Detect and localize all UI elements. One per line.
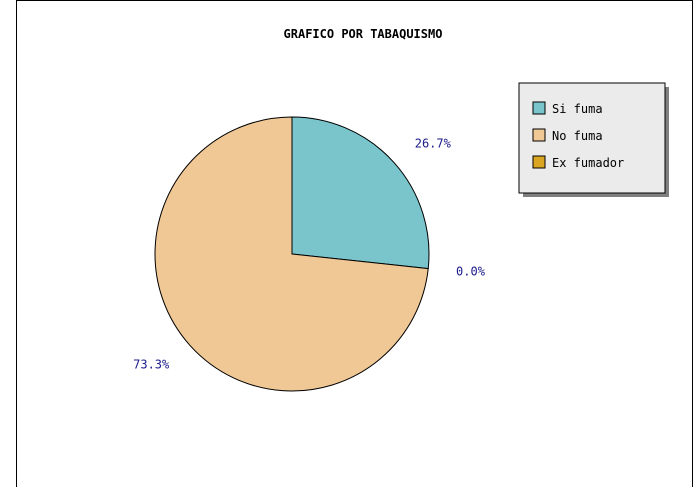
legend: Si fuma No fuma Ex fumador (518, 82, 669, 197)
legend-label-ex-fumador: Ex fumador (552, 156, 624, 170)
pie-labels: 26.7% 0.0% 73.3% (133, 137, 486, 372)
pie-slices (154, 116, 430, 392)
legend-swatch-ex-fumador (532, 155, 546, 169)
pie-chart: GRAFICO POR TABAQUISMO 26.7% 0.0% 73.3% Si… (133, 27, 669, 392)
pie-label-si-fuma: 26.7% (415, 137, 452, 151)
chart-frame: GRAFICO POR TABAQUISMO 26.7% 0.0% 73.3% Si… (16, 0, 693, 487)
legend-label-no-fuma: No fuma (552, 129, 603, 143)
pie-label-ex-fumador: 0.0% (456, 265, 486, 279)
chart-title: GRAFICO POR TABAQUISMO (284, 27, 443, 41)
legend-swatch-no-fuma (532, 128, 546, 142)
legend-swatch-si-fuma (532, 101, 546, 115)
pie-label-no-fuma: 73.3% (133, 357, 170, 371)
pie-slice-si-fuma (291, 116, 430, 270)
pie-slice-no-fuma (154, 116, 429, 392)
legend-label-si-fuma: Si fuma (552, 102, 603, 116)
